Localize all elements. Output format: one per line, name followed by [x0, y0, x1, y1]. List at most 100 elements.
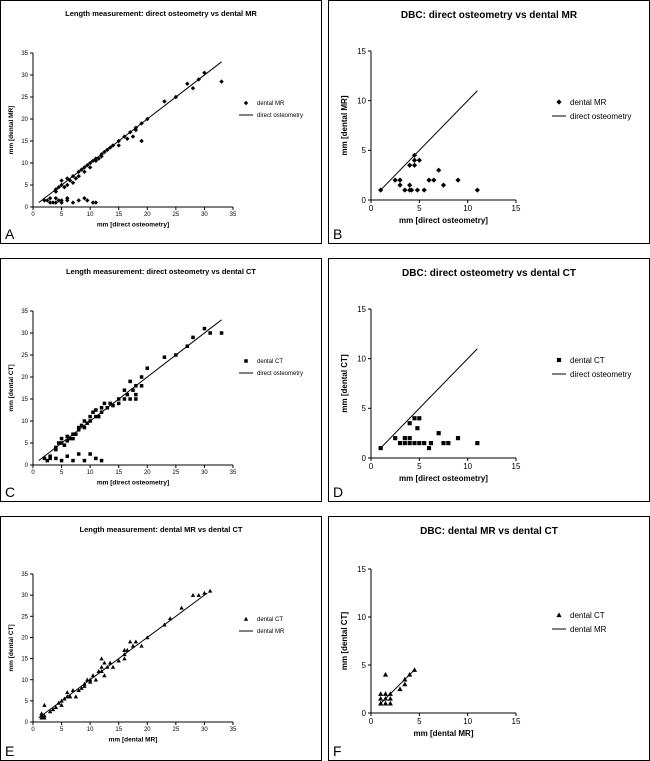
data-point	[88, 414, 92, 419]
data-point	[392, 177, 398, 183]
data-point	[102, 401, 107, 406]
data-point	[96, 156, 101, 161]
y-tick-label: 10	[21, 161, 28, 167]
data-point	[82, 419, 87, 423]
y-tick-label: 20	[21, 117, 28, 123]
x-tick-label: 35	[230, 727, 237, 733]
x-tick-label: 20	[144, 212, 151, 218]
data-point	[65, 690, 70, 695]
reference-line	[380, 90, 478, 191]
data-point	[190, 86, 196, 91]
chart-title: DBC: direct osteometry vs dental MR	[401, 10, 578, 21]
data-point	[139, 643, 144, 648]
y-tick-label: 10	[21, 419, 28, 425]
chart-svg: Length measurement: direct osteometry vs…	[5, 9, 303, 242]
data-point	[99, 664, 104, 669]
legend-label: dental MR	[570, 98, 607, 107]
data-point	[85, 198, 90, 203]
data-point	[475, 441, 480, 446]
data-point	[122, 388, 127, 392]
x-tick-label: 5	[417, 717, 422, 726]
data-point	[422, 441, 427, 446]
data-point	[397, 182, 403, 188]
data-point	[71, 458, 75, 463]
data-point	[139, 138, 144, 144]
data-point	[87, 679, 93, 684]
chart-title: DBC: dental MR vs dental CT	[420, 526, 558, 537]
x-tick-label: 0	[31, 727, 35, 733]
data-point	[145, 366, 150, 370]
data-point	[426, 177, 432, 183]
y-tick-label: 15	[357, 565, 366, 574]
data-point	[446, 441, 451, 446]
data-point	[65, 434, 70, 439]
data-point	[128, 379, 132, 384]
data-point	[59, 178, 64, 183]
y-tick-label: 25	[21, 95, 28, 101]
x-tick-label: 15	[512, 204, 521, 213]
y-tick-label: 30	[21, 593, 28, 599]
x-tick-label: 15	[512, 717, 521, 726]
x-tick-label: 10	[87, 470, 94, 476]
y-tick-label: 10	[357, 96, 366, 105]
chart-title: Length measurement: direct osteometry vs…	[66, 267, 256, 276]
data-point	[402, 436, 407, 441]
y-tick-label: 15	[21, 397, 28, 403]
data-point	[455, 436, 461, 441]
data-point	[402, 187, 408, 193]
data-point	[102, 660, 107, 665]
panel-letter: C	[5, 484, 15, 500]
x-tick-label: 0	[369, 717, 374, 726]
data-point	[436, 431, 441, 436]
reference-line	[380, 669, 415, 704]
data-point	[417, 441, 422, 446]
y-tick-label: 5	[25, 699, 29, 705]
y-tick-label: 15	[21, 139, 28, 145]
data-point	[131, 388, 135, 392]
data-point	[48, 454, 52, 458]
y-tick-label: 35	[21, 309, 28, 315]
data-point	[67, 178, 73, 183]
legend-label: dental MR	[570, 625, 607, 634]
y-tick-label: 35	[21, 51, 28, 57]
y-tick-label: 20	[21, 375, 28, 381]
data-point	[412, 416, 417, 421]
data-point	[441, 441, 446, 446]
data-point	[474, 187, 480, 193]
data-point	[70, 180, 76, 185]
panel-letter: A	[5, 226, 15, 242]
chart-title: DBC: direct osteometry vs dental CT	[402, 268, 576, 279]
chart-svg: DBC: direct osteometry vs dental CT 0 5 10 1…	[333, 268, 631, 500]
chart-panel-f: DBC: dental MR vs dental CT 0 5 10 15 0 5 10 15 m…	[328, 516, 650, 761]
data-point	[414, 187, 420, 193]
data-point	[42, 456, 47, 461]
data-point	[65, 198, 70, 203]
x-tick-label: 5	[417, 204, 422, 213]
data-point	[127, 639, 133, 644]
x-axis-label: mm [direct osteometry]	[97, 222, 169, 229]
data-point	[110, 664, 116, 669]
data-point	[74, 432, 78, 436]
data-point	[122, 656, 127, 661]
data-point	[455, 177, 461, 183]
data-point	[417, 416, 422, 421]
legend-label: dental CT	[570, 356, 605, 365]
data-point	[139, 384, 144, 388]
y-axis-label: mm [dental CT]	[340, 354, 349, 413]
data-point	[440, 182, 447, 188]
y-tick-label: 5	[362, 661, 367, 670]
data-point	[76, 198, 81, 203]
x-tick-label: 10	[463, 204, 472, 213]
data-point	[53, 196, 59, 201]
data-point	[207, 588, 213, 593]
data-point	[65, 182, 70, 188]
data-point	[411, 157, 418, 163]
y-tick-label: 5	[362, 404, 367, 413]
data-point	[71, 436, 75, 441]
y-axis-label: mm [dental CT]	[8, 364, 15, 411]
data-point	[382, 700, 389, 706]
data-point	[76, 174, 81, 179]
data-point	[54, 447, 58, 452]
data-point	[139, 375, 144, 379]
data-point	[82, 169, 87, 174]
